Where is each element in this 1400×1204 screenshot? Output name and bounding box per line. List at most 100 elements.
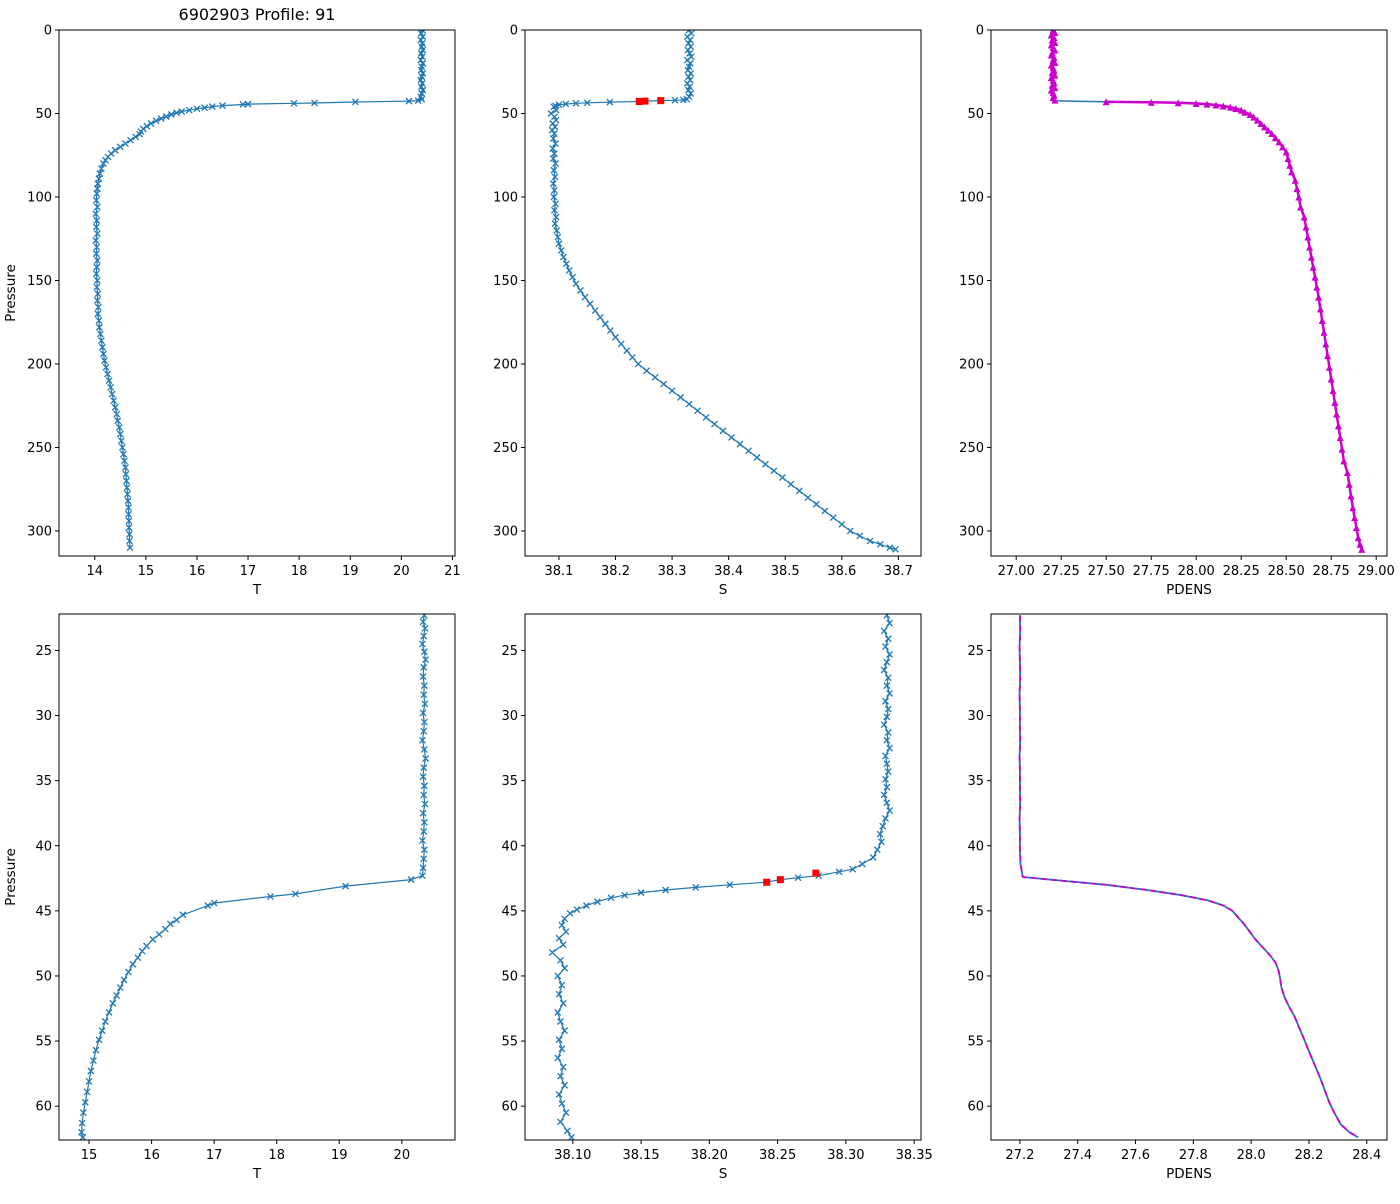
- svg-text:14: 14: [86, 564, 103, 579]
- svg-text:25: 25: [35, 644, 52, 659]
- svg-text:25: 25: [501, 644, 518, 659]
- svg-text:30: 30: [967, 709, 984, 724]
- svg-text:38.4: 38.4: [714, 564, 743, 579]
- svg-text:T: T: [252, 1166, 262, 1182]
- svg-text:40: 40: [501, 839, 518, 854]
- temperature-zoom-plot: 15 16 17 18 19 20 25 30 35 40 45 50 55 60 T Pressure: [3, 613, 456, 1182]
- svg-text:45: 45: [35, 904, 52, 919]
- svg-text:30: 30: [35, 709, 52, 724]
- svg-text:50: 50: [501, 969, 518, 984]
- svg-text:35: 35: [35, 774, 52, 789]
- svg-text:S: S: [719, 1166, 728, 1182]
- chart-salinity-zoom: 38.10 38.15 38.20 38.25 38.30 38.35 25 30 35 40 45…: [467, 600, 933, 1200]
- svg-text:45: 45: [501, 904, 518, 919]
- svg-text:28.25: 28.25: [1223, 564, 1260, 579]
- svg-text:0: 0: [976, 24, 984, 39]
- svg-text:T: T: [252, 582, 262, 598]
- svg-text:35: 35: [501, 774, 518, 789]
- svg-text:45: 45: [967, 904, 984, 919]
- svg-text:21: 21: [444, 564, 461, 579]
- svg-text:27.50: 27.50: [1088, 564, 1125, 579]
- svg-text:27.6: 27.6: [1121, 1148, 1150, 1163]
- svg-text:60: 60: [967, 1100, 984, 1115]
- svg-text:50: 50: [967, 969, 984, 984]
- svg-text:28.00: 28.00: [1178, 564, 1215, 579]
- svg-text:20: 20: [394, 1148, 411, 1163]
- svg-text:PDENS: PDENS: [1166, 582, 1212, 598]
- svg-text:60: 60: [501, 1100, 518, 1115]
- svg-text:0: 0: [44, 24, 52, 39]
- chart-density-full: 27.00 27.25 27.50 27.75 28.00 28.25 28.50 28.75…: [933, 0, 1399, 600]
- svg-text:27.75: 27.75: [1133, 564, 1170, 579]
- svg-text:300: 300: [493, 524, 518, 539]
- svg-text:18: 18: [268, 1148, 285, 1163]
- svg-text:38.5: 38.5: [771, 564, 800, 579]
- svg-text:200: 200: [959, 357, 984, 372]
- svg-text:35: 35: [967, 774, 984, 789]
- density-full-plot: 27.00 27.25 27.50 27.75 28.00 28.25 28.50 28.75…: [959, 24, 1395, 599]
- svg-text:100: 100: [493, 190, 518, 205]
- svg-text:6902903 Profile: 91: 6902903 Profile: 91: [179, 5, 336, 24]
- svg-text:28.2: 28.2: [1294, 1148, 1323, 1163]
- svg-text:15: 15: [81, 1148, 98, 1163]
- svg-text:40: 40: [967, 839, 984, 854]
- svg-text:38.10: 38.10: [554, 1148, 591, 1163]
- salinity-full-plot: 38.1 38.2 38.3 38.4 38.5 38.6 38.7 0 50 100 150 200…: [493, 24, 922, 598]
- svg-text:50: 50: [35, 107, 52, 122]
- svg-text:200: 200: [493, 357, 518, 372]
- svg-text:Pressure: Pressure: [3, 848, 19, 906]
- svg-text:100: 100: [959, 190, 984, 205]
- svg-text:55: 55: [501, 1035, 518, 1050]
- svg-text:150: 150: [493, 274, 518, 289]
- svg-text:27.00: 27.00: [998, 564, 1035, 579]
- svg-text:38.3: 38.3: [658, 564, 687, 579]
- svg-text:50: 50: [35, 969, 52, 984]
- temperature-full-plot: 14 15 16 17 18 19 20 21 0 50 100 150 200 250 300 T Press…: [3, 5, 461, 598]
- svg-text:0: 0: [510, 24, 518, 39]
- svg-text:25: 25: [967, 644, 984, 659]
- chart-density-zoom: 27.2 27.4 27.6 27.8 28.0 28.2 28.4 25 30 35 40 45 50…: [933, 600, 1399, 1200]
- svg-text:27.4: 27.4: [1063, 1148, 1092, 1163]
- svg-text:38.20: 38.20: [691, 1148, 728, 1163]
- svg-text:200: 200: [27, 357, 52, 372]
- svg-text:250: 250: [27, 441, 52, 456]
- svg-text:38.7: 38.7: [884, 564, 913, 579]
- svg-text:55: 55: [35, 1035, 52, 1050]
- svg-text:20: 20: [393, 564, 410, 579]
- svg-text:250: 250: [959, 441, 984, 456]
- svg-text:29.00: 29.00: [1358, 564, 1395, 579]
- svg-text:Pressure: Pressure: [3, 264, 19, 322]
- svg-text:38.30: 38.30: [827, 1148, 864, 1163]
- chart-temperature-full: 14 15 16 17 18 19 20 21 0 50 100 150 200 250 300 T Press…: [1, 0, 467, 600]
- svg-text:38.15: 38.15: [622, 1148, 659, 1163]
- svg-text:18: 18: [291, 564, 308, 579]
- svg-text:30: 30: [501, 709, 518, 724]
- svg-text:28.75: 28.75: [1313, 564, 1350, 579]
- svg-text:38.1: 38.1: [544, 564, 573, 579]
- svg-text:28.4: 28.4: [1352, 1148, 1381, 1163]
- svg-text:28.50: 28.50: [1268, 564, 1305, 579]
- svg-text:19: 19: [342, 564, 359, 579]
- svg-text:50: 50: [501, 107, 518, 122]
- salinity-zoom-plot: 38.10 38.15 38.20 38.25 38.30 38.35 25 30 35 40 45…: [501, 613, 933, 1182]
- svg-text:28.0: 28.0: [1237, 1148, 1266, 1163]
- svg-text:60: 60: [35, 1100, 52, 1115]
- svg-text:27.8: 27.8: [1179, 1148, 1208, 1163]
- svg-text:38.25: 38.25: [759, 1148, 796, 1163]
- svg-text:55: 55: [967, 1035, 984, 1050]
- svg-text:S: S: [719, 582, 728, 598]
- chart-temperature-zoom: 15 16 17 18 19 20 25 30 35 40 45 50 55 60 T Pressure: [1, 600, 467, 1200]
- svg-text:15: 15: [138, 564, 155, 579]
- svg-text:38.6: 38.6: [827, 564, 856, 579]
- svg-text:150: 150: [27, 274, 52, 289]
- svg-text:38.35: 38.35: [896, 1148, 933, 1163]
- svg-text:150: 150: [959, 274, 984, 289]
- svg-text:300: 300: [959, 524, 984, 539]
- svg-text:50: 50: [967, 107, 984, 122]
- svg-text:100: 100: [27, 190, 52, 205]
- svg-text:300: 300: [27, 524, 52, 539]
- svg-text:17: 17: [240, 564, 257, 579]
- chart-salinity-full: 38.1 38.2 38.3 38.4 38.5 38.6 38.7 0 50 100 150 200…: [467, 0, 933, 600]
- svg-text:40: 40: [35, 839, 52, 854]
